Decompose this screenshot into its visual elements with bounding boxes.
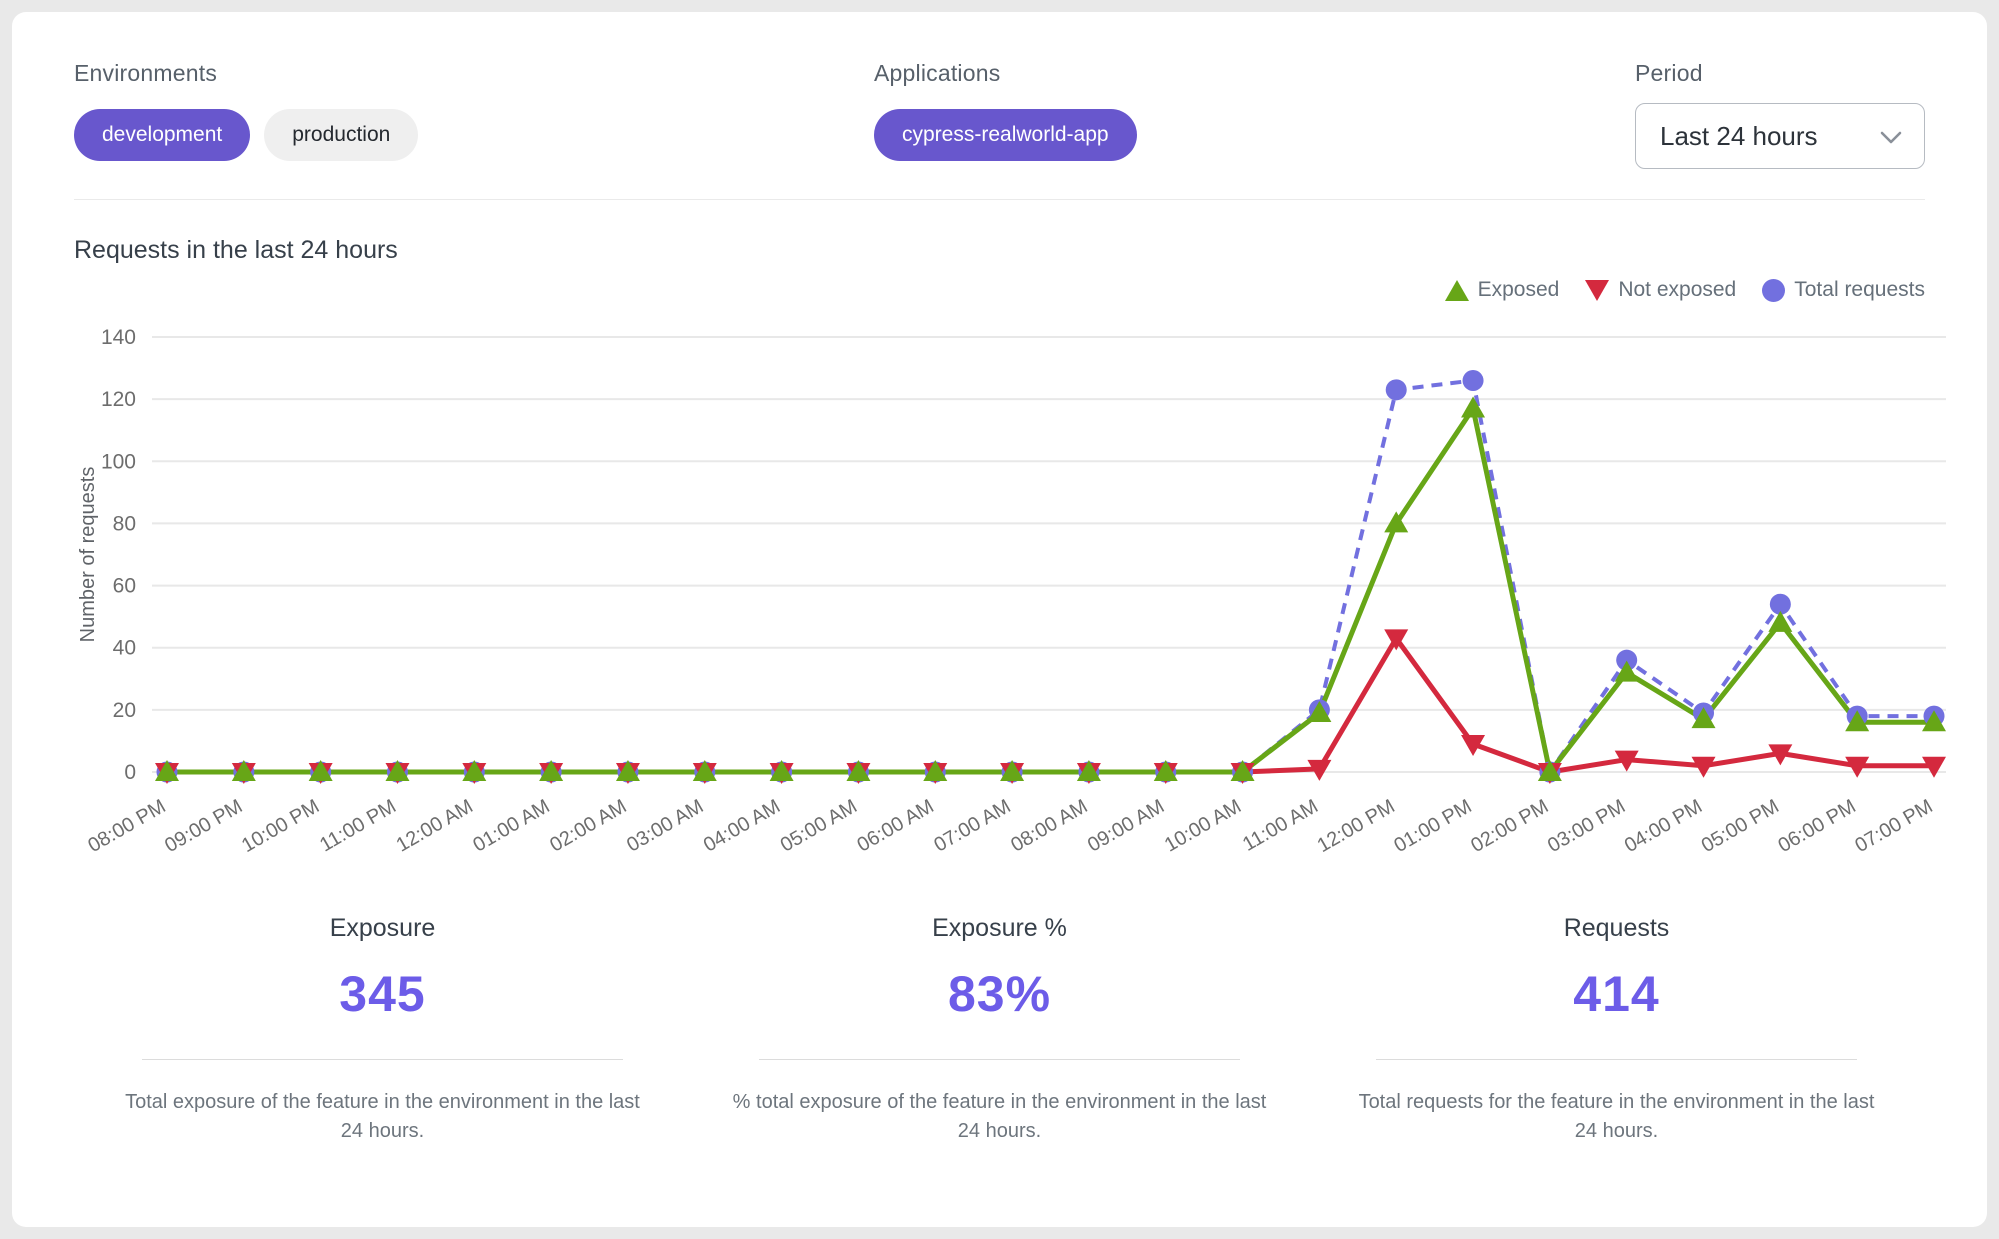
chart-legend: Exposed Not exposed Total requests bbox=[74, 273, 1925, 307]
svg-text:11:00 AM: 11:00 AM bbox=[1239, 795, 1322, 856]
stat-exposure-percent: Exposure % 83% % total exposure of the f… bbox=[691, 914, 1308, 1146]
svg-text:120: 120 bbox=[101, 388, 136, 411]
stat-title: Exposure bbox=[329, 914, 436, 942]
stat-requests: Requests 414 Total requests for the feat… bbox=[1308, 914, 1925, 1146]
stat-divider bbox=[758, 1059, 1241, 1060]
svg-text:06:00 AM: 06:00 AM bbox=[854, 795, 938, 856]
svg-text:08:00 PM: 08:00 PM bbox=[84, 795, 169, 857]
legend-label-total-requests: Total requests bbox=[1794, 278, 1925, 301]
filters-row: Environments development production Appl… bbox=[74, 60, 1925, 169]
svg-text:07:00 PM: 07:00 PM bbox=[1851, 795, 1936, 857]
legend-item-total-requests[interactable]: Total requests bbox=[1762, 278, 1925, 302]
svg-text:06:00 PM: 06:00 PM bbox=[1775, 795, 1860, 857]
svg-text:12:00 PM: 12:00 PM bbox=[1314, 795, 1399, 857]
svg-text:02:00 AM: 02:00 AM bbox=[546, 795, 630, 856]
period-filter: Period Last 24 hours bbox=[1635, 60, 1925, 169]
applications-filter: Applications cypress-realworld-app bbox=[874, 60, 1635, 161]
environments-chip-row: development production bbox=[74, 109, 874, 161]
chevron-down-icon bbox=[1880, 121, 1902, 152]
svg-text:04:00 AM: 04:00 AM bbox=[700, 795, 784, 856]
environment-chip-development[interactable]: development bbox=[74, 109, 251, 161]
applications-chip-row: cypress-realworld-app bbox=[874, 109, 1635, 161]
svg-text:80: 80 bbox=[113, 512, 136, 535]
environments-label: Environments bbox=[74, 60, 218, 86]
application-chip-cypress-realworld-app[interactable]: cypress-realworld-app bbox=[874, 109, 1137, 161]
requests-chart-svg: 0 20 40 60 80 100 120 140 Number of requests 08:0… bbox=[77, 326, 1946, 857]
stat-value: 83% bbox=[947, 966, 1052, 1022]
svg-text:10:00 AM: 10:00 AM bbox=[1161, 795, 1245, 856]
svg-text:09:00 PM: 09:00 PM bbox=[161, 795, 246, 857]
svg-text:60: 60 bbox=[113, 575, 136, 598]
svg-text:Number of requests: Number of requests bbox=[77, 467, 99, 643]
svg-text:05:00 AM: 05:00 AM bbox=[777, 795, 861, 856]
svg-text:07:00 AM: 07:00 AM bbox=[930, 795, 1014, 856]
chart-title: Requests in the last 24 hours bbox=[74, 236, 398, 264]
svg-text:01:00 PM: 01:00 PM bbox=[1390, 795, 1475, 857]
legend-item-not-exposed[interactable]: Not exposed bbox=[1585, 278, 1736, 302]
stat-title: Exposure % bbox=[932, 914, 1067, 942]
svg-text:12:00 AM: 12:00 AM bbox=[393, 795, 477, 856]
svg-text:09:00 AM: 09:00 AM bbox=[1084, 795, 1168, 856]
svg-text:0: 0 bbox=[124, 761, 136, 784]
stat-description: Total requests for the feature in the en… bbox=[1358, 1091, 1875, 1142]
svg-text:03:00 PM: 03:00 PM bbox=[1544, 795, 1629, 857]
svg-text:20: 20 bbox=[113, 699, 136, 722]
environment-chip-production[interactable]: production bbox=[264, 109, 419, 161]
svg-text:03:00 AM: 03:00 AM bbox=[623, 795, 707, 856]
stat-divider bbox=[141, 1059, 624, 1060]
total-requests-marker-icon bbox=[1762, 278, 1786, 302]
environments-filter: Environments development production bbox=[74, 60, 874, 161]
stat-value: 345 bbox=[339, 966, 426, 1022]
svg-text:08:00 AM: 08:00 AM bbox=[1007, 795, 1091, 856]
period-select[interactable]: Last 24 hours bbox=[1635, 103, 1925, 169]
stat-title: Requests bbox=[1563, 914, 1670, 942]
svg-text:140: 140 bbox=[101, 326, 136, 349]
legend-item-exposed[interactable]: Exposed bbox=[1444, 278, 1560, 302]
stats-row: Exposure 345 Total exposure of the featu… bbox=[74, 914, 1925, 1146]
period-select-value: Last 24 hours bbox=[1660, 120, 1818, 151]
stat-exposure: Exposure 345 Total exposure of the featu… bbox=[74, 914, 691, 1146]
svg-text:100: 100 bbox=[101, 450, 136, 473]
svg-text:40: 40 bbox=[113, 637, 136, 660]
svg-text:05:00 PM: 05:00 PM bbox=[1698, 795, 1783, 857]
exposed-marker-icon bbox=[1444, 279, 1469, 301]
not-exposed-marker-icon bbox=[1585, 279, 1610, 301]
legend-label-not-exposed: Not exposed bbox=[1618, 278, 1737, 301]
legend-label-exposed: Exposed bbox=[1477, 278, 1560, 301]
stat-value: 414 bbox=[1573, 966, 1660, 1022]
applications-label: Applications bbox=[874, 60, 1001, 86]
svg-text:04:00 PM: 04:00 PM bbox=[1621, 795, 1706, 857]
svg-text:02:00 PM: 02:00 PM bbox=[1467, 795, 1552, 857]
svg-text:01:00 AM: 01:00 AM bbox=[469, 795, 553, 856]
svg-text:10:00 PM: 10:00 PM bbox=[238, 795, 323, 857]
stat-divider bbox=[1375, 1059, 1858, 1060]
stat-description: % total exposure of the feature in the e… bbox=[732, 1091, 1267, 1142]
svg-text:11:00 PM: 11:00 PM bbox=[316, 795, 400, 856]
stat-description: Total exposure of the feature in the env… bbox=[125, 1091, 640, 1142]
metrics-panel: Environments development production Appl… bbox=[12, 12, 1987, 1227]
period-label: Period bbox=[1635, 60, 1703, 86]
section-divider bbox=[74, 199, 1925, 200]
